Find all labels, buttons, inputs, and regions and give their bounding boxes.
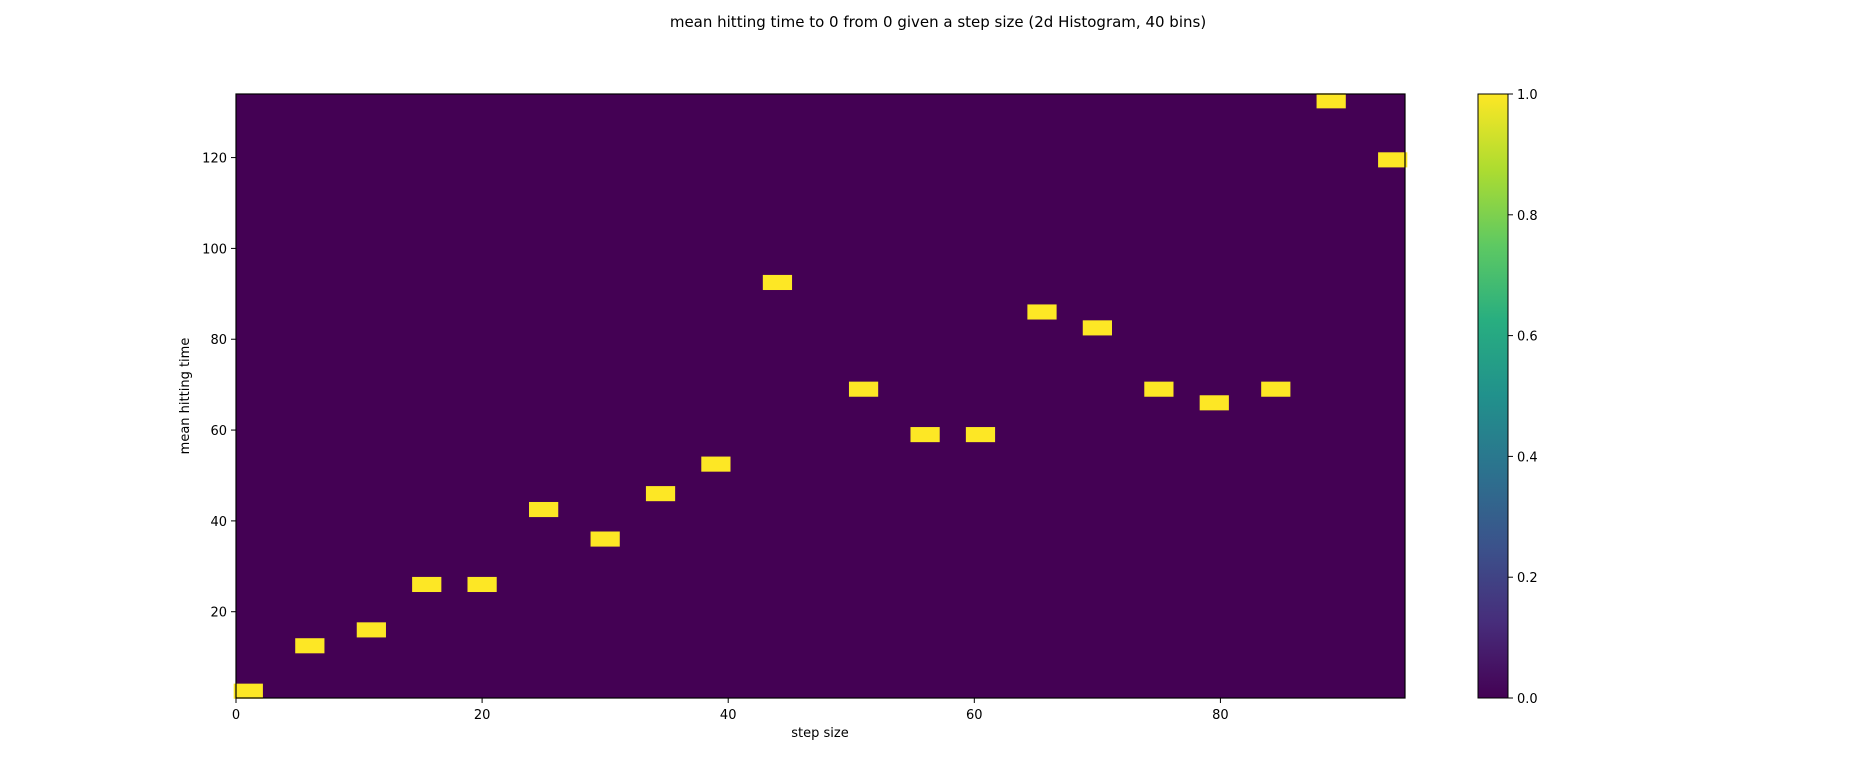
colorbar-tick-label: 0.6 bbox=[1517, 330, 1538, 345]
histogram-cell bbox=[1027, 304, 1057, 320]
histogram-cell bbox=[762, 274, 793, 291]
x-tick-label: 20 bbox=[474, 708, 491, 723]
y-tick-label: 20 bbox=[210, 606, 227, 621]
histogram-cell bbox=[590, 531, 620, 547]
colorbar-tick-label: 0.0 bbox=[1517, 692, 1538, 707]
x-tick-label: 0 bbox=[232, 708, 240, 723]
histogram-cell bbox=[1316, 93, 1346, 109]
y-tick-label: 120 bbox=[202, 152, 227, 167]
x-axis: 0 20 40 60 80 bbox=[232, 698, 1229, 723]
histogram-cell bbox=[910, 427, 940, 443]
chart-title: mean hitting time to 0 from 0 given a st… bbox=[670, 13, 1206, 31]
y-tick-label: 80 bbox=[210, 333, 227, 348]
x-tick-label: 60 bbox=[966, 708, 983, 723]
y-tick-label: 40 bbox=[210, 515, 227, 530]
colorbar-tick-label: 1.0 bbox=[1517, 88, 1538, 103]
x-tick-label: 80 bbox=[1212, 708, 1229, 723]
histogram-cell bbox=[965, 427, 996, 443]
histogram-cell bbox=[295, 638, 325, 654]
plot-background bbox=[236, 94, 1405, 698]
y-tick-label: 100 bbox=[202, 242, 227, 257]
plot-frame bbox=[235, 93, 1406, 699]
histogram-cell bbox=[1082, 320, 1112, 336]
histogram-cell bbox=[1378, 152, 1408, 168]
histogram-cell bbox=[1261, 381, 1291, 397]
plot-area bbox=[233, 93, 1408, 699]
histogram-cell bbox=[1199, 395, 1229, 411]
histogram-cell bbox=[412, 576, 442, 593]
histogram-cell bbox=[848, 381, 879, 397]
histogram-cells bbox=[233, 93, 1408, 699]
y-axis-label: mean hitting time bbox=[178, 338, 193, 455]
colorbar-tick-label: 0.8 bbox=[1517, 209, 1538, 224]
histogram-cell bbox=[467, 576, 497, 593]
histogram-cell bbox=[529, 501, 559, 518]
histogram-cell bbox=[1144, 381, 1174, 397]
y-axis: 20 40 60 80 100 120 bbox=[202, 152, 236, 621]
y-tick-label: 60 bbox=[210, 424, 227, 439]
histogram-cell bbox=[233, 683, 263, 699]
colorbar-gradient bbox=[1477, 93, 1509, 699]
histogram-cell bbox=[356, 622, 386, 638]
colorbar: 0.0 0.2 0.4 0.6 0.8 1.0 bbox=[1477, 88, 1538, 707]
colorbar-tick-label: 0.4 bbox=[1517, 450, 1538, 465]
colorbar-ticks: 0.0 0.2 0.4 0.6 0.8 1.0 bbox=[1508, 88, 1538, 707]
histogram-cell bbox=[701, 456, 731, 472]
colorbar-tick-label: 0.2 bbox=[1517, 571, 1538, 586]
histogram-cell bbox=[645, 486, 676, 502]
x-tick-label: 40 bbox=[720, 708, 737, 723]
x-axis-label: step size bbox=[791, 726, 848, 741]
